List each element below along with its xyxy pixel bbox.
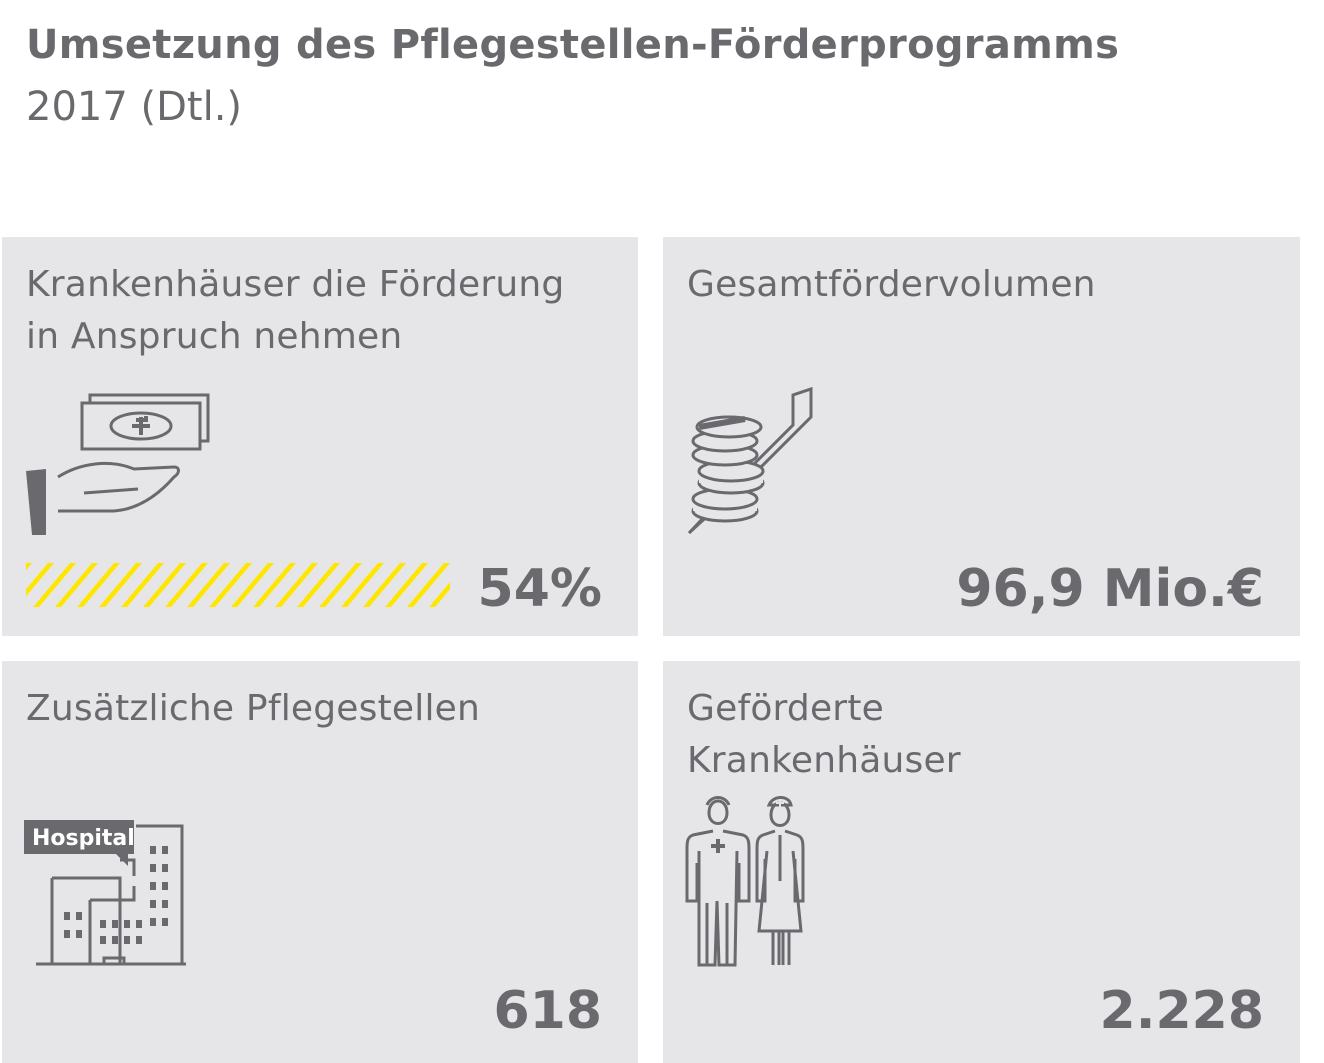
card-hospitals-share: Krankenhäuser die Förderung in Anspruch … (2, 237, 638, 636)
card-label: Krankenhäuser die Förderung in Anspruch … (26, 264, 565, 357)
hospital-sign-text: Hospital (32, 826, 135, 851)
page-subtitle: 2017 (Dtl.) (26, 84, 243, 130)
card-label: Zusätzliche Pflegestellen (26, 688, 481, 729)
page-title: Umsetzung des Pflegestellen-Förderprogra… (26, 22, 1120, 68)
share-bar (26, 563, 450, 607)
coins-chart-icon (687, 386, 813, 535)
card-value: 618 (493, 981, 602, 1041)
card-value: 96,9 Mio.€ (956, 559, 1264, 619)
card-funded-hospitals: Geförderte Krankenhäuser 2.228 (663, 661, 1300, 1063)
card-funding-volume: Gesamtfördervolumen 96,9 Mio.€ (663, 237, 1300, 636)
hospital-icon: Hospital (24, 820, 186, 966)
card-value: 54% (477, 559, 602, 619)
card-additional-nursing-positions: Zusätzliche Pflegestellen Hospital 618 (2, 661, 638, 1063)
card-label: Gesamtfördervolumen (687, 264, 1096, 305)
doctor-nurse-icon (685, 796, 805, 967)
card-value: 2.228 (1099, 981, 1264, 1041)
card-label: Geförderte Krankenhäuser (687, 688, 961, 781)
hand-money-icon (26, 393, 210, 535)
